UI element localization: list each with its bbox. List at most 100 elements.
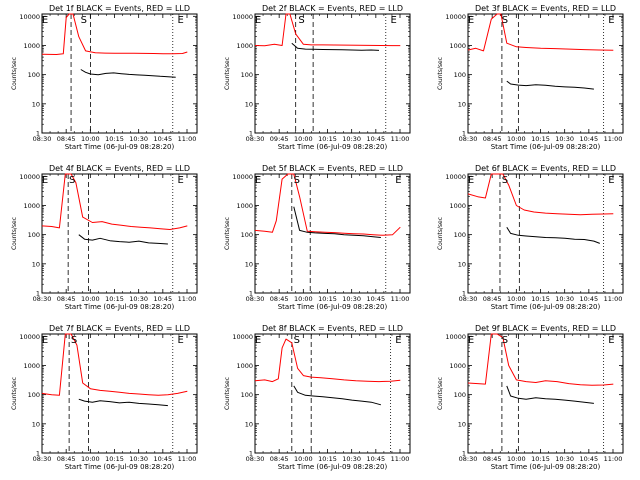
x-tick-label: 09:45 xyxy=(270,135,289,143)
y-axis-label: Counts/sec xyxy=(224,377,231,410)
x-tick-label: 08:45 xyxy=(483,455,502,463)
x-tick-label: 08:30 xyxy=(459,135,478,143)
y-tick-label: 1000 xyxy=(449,202,466,210)
chart-title: Det 5f BLACK = Events, RED = LLD xyxy=(262,164,403,173)
x-tick-label: 10:30 xyxy=(129,135,148,143)
lld-series-line xyxy=(41,173,188,230)
y-axis-label: Counts/sec xyxy=(224,217,231,250)
x-tick-label: 08:30 xyxy=(246,295,265,303)
x-tick-label: 11:00 xyxy=(391,135,410,143)
x-tick-label: 10:30 xyxy=(555,135,574,143)
events-series-line xyxy=(291,42,380,51)
lld-series-line xyxy=(41,333,188,396)
x-tick-label: 08:45 xyxy=(483,135,502,143)
chart-panel-3: Det 3f BLACK = Events, RED = LLD 1 10 100 10… xyxy=(437,4,624,151)
events-series-line xyxy=(506,226,600,244)
chart-panel-9: Det 9f BLACK = Events, RED = LLD 1 10 100 10… xyxy=(437,324,624,471)
y-tick-label: 1000 xyxy=(23,42,40,50)
x-tick-label: 10:00 xyxy=(294,135,313,143)
x-tick-label: 08:45 xyxy=(57,295,76,303)
x-tick-label: 10:15 xyxy=(318,295,337,303)
x-axis-label: Start Time (06-Jul-09 08:28:20) xyxy=(278,143,388,151)
x-tick-label: 10:30 xyxy=(129,295,148,303)
plot-frame xyxy=(467,13,624,134)
x-tick-label: 10:00 xyxy=(507,135,526,143)
lld-series-line xyxy=(254,13,401,47)
y-axis-label: Counts/sec xyxy=(11,217,18,250)
y-tick-label: 1 xyxy=(249,290,253,298)
chart-panel-8: Det 8f BLACK = Events, RED = LLD 1 10 100 10… xyxy=(224,324,411,471)
event-marker-e: E xyxy=(255,15,261,26)
y-tick-label: 1 xyxy=(462,130,466,138)
y-tick-label: 100 xyxy=(241,391,253,399)
events-series-line xyxy=(78,398,168,407)
y-tick-label: 10 xyxy=(458,420,466,428)
x-tick-label: 08:45 xyxy=(270,455,289,463)
x-tick-label: 10:45 xyxy=(579,135,598,143)
y-tick-label: 100 xyxy=(241,231,253,239)
chart-panel-7: Det 7f BLACK = Events, RED = LLD 1 10 100 10… xyxy=(11,324,198,471)
plot-frame xyxy=(41,173,198,294)
event-marker-s: S xyxy=(298,15,304,26)
x-tick-label: 11:00 xyxy=(604,135,623,143)
chart-title: Det 2f BLACK = Events, RED = LLD xyxy=(262,4,403,13)
y-axis-label: Counts/sec xyxy=(224,57,231,90)
event-marker-e: E xyxy=(42,335,48,346)
event-marker-e: E xyxy=(42,175,48,186)
event-marker-e: E xyxy=(608,175,614,186)
x-tick-label: 10:30 xyxy=(129,455,148,463)
y-tick-label: 1 xyxy=(462,290,466,298)
y-tick-label: 10 xyxy=(32,100,40,108)
y-tick-label: 10000 xyxy=(232,333,253,341)
event-marker-e: E xyxy=(255,335,261,346)
x-tick-label: 08:30 xyxy=(33,455,52,463)
lld-series-line xyxy=(467,173,614,216)
y-tick-label: 100 xyxy=(28,71,40,79)
event-marker-e: E xyxy=(395,335,401,346)
events-series-line xyxy=(80,69,176,78)
y-tick-label: 1 xyxy=(249,450,253,458)
chart-panel-2: Det 2f BLACK = Events, RED = LLD 1 10 100 10… xyxy=(224,4,411,151)
x-tick-label: 10:00 xyxy=(507,455,526,463)
x-tick-label: 10:15 xyxy=(318,455,337,463)
x-tick-label: 10:15 xyxy=(105,135,124,143)
x-axis-label: Start Time (06-Jul-09 08:28:20) xyxy=(491,143,601,151)
y-tick-label: 10 xyxy=(458,100,466,108)
x-tick-label: 10:15 xyxy=(531,295,550,303)
chart-title: Det 4f BLACK = Events, RED = LLD xyxy=(49,164,190,173)
y-axis-label: Counts/sec xyxy=(437,377,444,410)
y-tick-label: 10 xyxy=(32,260,40,268)
event-marker-e: E xyxy=(608,15,614,26)
plot-frame xyxy=(41,13,198,134)
plot-frame xyxy=(254,13,411,134)
event-marker-s: S xyxy=(69,175,75,186)
x-tick-label: 10:30 xyxy=(342,135,361,143)
x-axis-label: Start Time (06-Jul-09 08:28:20) xyxy=(278,303,388,311)
x-tick-label: 10:00 xyxy=(81,135,100,143)
y-tick-label: 100 xyxy=(454,71,466,79)
y-tick-label: 1000 xyxy=(449,42,466,50)
events-series-line xyxy=(506,385,594,404)
event-marker-e: E xyxy=(390,15,396,26)
y-tick-label: 100 xyxy=(454,391,466,399)
y-tick-label: 10 xyxy=(245,100,253,108)
lld-series-line xyxy=(467,333,614,386)
y-tick-label: 10000 xyxy=(445,333,466,341)
events-series-line xyxy=(293,206,381,238)
x-tick-label: 10:45 xyxy=(366,455,385,463)
plot-frame xyxy=(254,333,411,454)
y-tick-label: 10000 xyxy=(445,13,466,21)
y-tick-label: 1000 xyxy=(449,362,466,370)
x-tick-label: 11:00 xyxy=(178,135,197,143)
chart-panel-5: Det 5f BLACK = Events, RED = LLD 1 10 100 10… xyxy=(224,164,411,311)
chart-panel-1: Det 1f BLACK = Events, RED = LLD 1 10 100 10… xyxy=(11,4,198,151)
events-series-line xyxy=(293,385,382,406)
x-tick-label: 10:00 xyxy=(81,455,100,463)
event-marker-s: S xyxy=(71,335,77,346)
y-tick-label: 100 xyxy=(28,391,40,399)
x-tick-label: 08:30 xyxy=(33,135,52,143)
y-tick-label: 100 xyxy=(454,231,466,239)
y-tick-label: 1 xyxy=(462,450,466,458)
y-axis-label: Counts/sec xyxy=(11,377,18,410)
